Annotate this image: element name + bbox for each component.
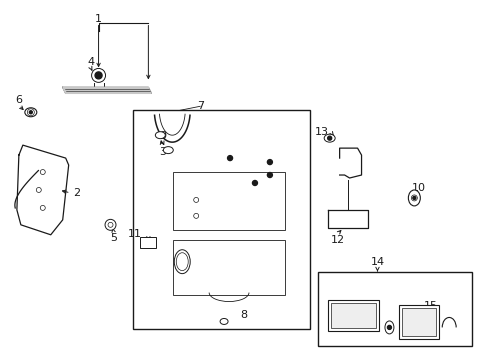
Text: 14: 14: [370, 257, 384, 267]
Text: 6: 6: [15, 95, 22, 105]
Bar: [140, 237, 156, 248]
Circle shape: [95, 72, 102, 79]
Text: 10: 10: [411, 183, 426, 193]
Text: 8: 8: [240, 310, 247, 320]
Circle shape: [412, 197, 415, 199]
Bar: [402, 307, 435, 336]
Text: 9: 9: [159, 131, 165, 141]
Text: 16: 16: [336, 302, 350, 312]
Ellipse shape: [407, 190, 420, 206]
Circle shape: [27, 109, 34, 116]
Circle shape: [29, 111, 32, 114]
Text: 3: 3: [159, 147, 165, 157]
Circle shape: [91, 68, 105, 82]
Circle shape: [40, 206, 45, 210]
Circle shape: [327, 136, 331, 140]
Circle shape: [227, 156, 232, 161]
Text: 5: 5: [110, 233, 117, 243]
Circle shape: [36, 188, 41, 193]
Circle shape: [252, 180, 257, 185]
Bar: [330, 302, 376, 328]
Bar: [133, 110, 309, 329]
Ellipse shape: [155, 132, 165, 139]
Ellipse shape: [174, 250, 190, 274]
Circle shape: [410, 195, 416, 201]
Text: 11: 11: [127, 229, 141, 239]
Bar: [327, 300, 379, 332]
Ellipse shape: [384, 321, 393, 334]
Text: 2: 2: [73, 188, 80, 198]
Text: 15: 15: [424, 301, 437, 311]
Ellipse shape: [25, 108, 37, 117]
Text: 12: 12: [330, 235, 344, 245]
Text: 7: 7: [196, 101, 203, 111]
Circle shape: [40, 170, 45, 175]
Bar: [399, 305, 438, 339]
Bar: [317, 272, 471, 346]
Text: 13: 13: [314, 127, 328, 137]
Circle shape: [267, 159, 272, 165]
Ellipse shape: [324, 134, 334, 142]
Circle shape: [193, 213, 198, 219]
Circle shape: [386, 325, 390, 329]
Circle shape: [105, 219, 116, 230]
Ellipse shape: [220, 319, 227, 324]
Text: 4: 4: [87, 58, 94, 67]
Circle shape: [267, 172, 272, 177]
Circle shape: [193, 197, 198, 202]
Ellipse shape: [176, 253, 188, 271]
Text: 1: 1: [95, 14, 102, 24]
Bar: [173, 172, 285, 230]
Circle shape: [108, 222, 113, 227]
Bar: [173, 240, 285, 294]
Polygon shape: [62, 87, 151, 93]
Ellipse shape: [163, 147, 173, 154]
